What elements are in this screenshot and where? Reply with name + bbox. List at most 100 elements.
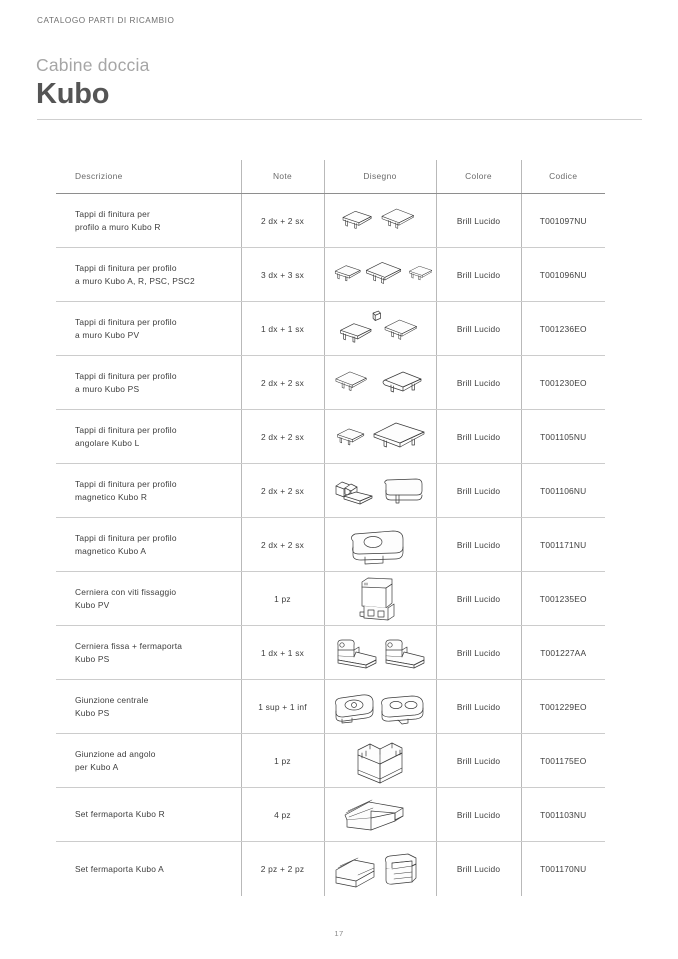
cap-pair-tab-icon — [325, 303, 436, 355]
page-title: Kubo — [36, 78, 110, 111]
cell-note: 4 pz — [241, 787, 325, 842]
cell-colore: Brill Lucido — [436, 787, 522, 842]
table-header-row: Descrizione Note Disegno Colore Codice — [56, 160, 605, 194]
cell-codice: T001105NU — [521, 409, 605, 464]
table-row: Tappi di finitura per profilo magnetico K… — [56, 517, 605, 572]
descrizione-line-1: Tappi di finitura per profilo — [75, 371, 177, 382]
descrizione-line-1: Cerniera fissa + fermaporta — [75, 641, 183, 652]
page-title-block: Cabine doccia Kubo — [36, 55, 642, 113]
table-row: Tappi di finitura per profilo angolare Ku… — [56, 409, 605, 464]
cell-disegno — [324, 247, 437, 302]
column-header-disegno: Disegno — [324, 160, 437, 194]
table-row: Cerniera con viti fissaggio Kubo PV 1 pz Br… — [56, 571, 605, 626]
cell-descrizione: Cerniera fissa + fermaporta Kubo PS — [56, 625, 242, 680]
cell-colore: Brill Lucido — [436, 301, 522, 356]
descrizione-line-2: a muro Kubo A, R, PSC, PSC2 — [75, 275, 195, 286]
descrizione-line-1: Tappi di finitura per profilo — [75, 317, 177, 328]
cap-pair-angle-icon — [325, 411, 436, 463]
cell-codice: T001229EO — [521, 679, 605, 734]
cell-codice: T001171NU — [521, 517, 605, 572]
cell-disegno — [324, 733, 437, 788]
descrizione-line-2: per Kubo A — [75, 761, 119, 772]
cell-descrizione: Giunzione centrale Kubo PS — [56, 679, 242, 734]
cell-colore: Brill Lucido — [436, 625, 522, 680]
cell-descrizione: Cerniera con viti fissaggio Kubo PV — [56, 571, 242, 626]
cell-colore: Brill Lucido — [436, 247, 522, 302]
cell-codice: T001235EO — [521, 571, 605, 626]
cell-descrizione: Tappi di finitura per profilo angolare Ku… — [56, 409, 242, 464]
column-header-descrizione: Descrizione — [56, 160, 242, 194]
cell-colore: Brill Lucido — [436, 193, 522, 248]
parts-table: Descrizione Note Disegno Colore Codice T… — [56, 160, 605, 896]
descrizione-line-1: Set fermaporta Kubo A — [75, 863, 164, 874]
descrizione-line-1: Set fermaporta Kubo R — [75, 809, 165, 820]
descrizione-line-2: magnetico Kubo R — [75, 491, 148, 502]
descrizione-line-1: Tappi di finitura per profilo — [75, 479, 177, 490]
descrizione-line-2: angolare Kubo L — [75, 437, 140, 448]
table-row: Tappi di finitura per profilo magnetico K… — [56, 463, 605, 518]
descrizione-line-2: magnetico Kubo A — [75, 545, 147, 556]
column-header-note: Note — [241, 160, 325, 194]
cell-disegno — [324, 679, 437, 734]
cell-descrizione: Tappi di finitura per profilo a muro Kubo… — [56, 193, 242, 248]
cell-note: 2 dx + 2 sx — [241, 463, 325, 518]
cap-magnetic-a-icon — [325, 519, 436, 571]
descrizione-line-1: Tappi di finitura per profilo — [75, 425, 177, 436]
cell-note: 2 pz + 2 pz — [241, 841, 325, 896]
cell-note: 1 pz — [241, 733, 325, 788]
cell-disegno — [324, 301, 437, 356]
cell-codice: T001227AA — [521, 625, 605, 680]
cell-colore: Brill Lucido — [436, 463, 522, 518]
descrizione-line-1: Cerniera con viti fissaggio — [75, 587, 177, 598]
cell-note: 1 sup + 1 inf — [241, 679, 325, 734]
cell-codice: T001236EO — [521, 301, 605, 356]
cell-codice: T001097NU — [521, 193, 605, 248]
cap-pair-small-icon — [325, 195, 436, 247]
descrizione-line-1: Tappi di finitura per profilo — [75, 263, 177, 274]
cell-disegno — [324, 409, 437, 464]
descrizione-line-2: a muro Kubo PV — [75, 329, 140, 340]
cell-codice: T001230EO — [521, 355, 605, 410]
doorstop-r-icon — [325, 789, 436, 841]
descrizione-line-2: Kubo PV — [75, 599, 110, 610]
descrizione-line-1: Tappi di finitura per profilo — [75, 533, 177, 544]
table-row: Tappi di finitura per profilo a muro Kubo… — [56, 355, 605, 410]
table-row: Set fermaporta Kubo A 2 pz + 2 pz Brill Lu… — [56, 841, 605, 896]
cell-descrizione: Tappi di finitura per profilo magnetico K… — [56, 517, 242, 572]
cell-codice: T001096NU — [521, 247, 605, 302]
cell-disegno — [324, 841, 437, 896]
cell-codice: T001175EO — [521, 733, 605, 788]
cell-disegno — [324, 517, 437, 572]
doorstop-a-icon — [325, 843, 436, 895]
descrizione-line-1: Giunzione centrale — [75, 695, 149, 706]
table-body: Tappi di finitura per profilo a muro Kubo… — [56, 193, 605, 896]
hinge-screws-icon — [325, 573, 436, 625]
table-row: Tappi di finitura per profilo a muro Kubo… — [56, 247, 605, 302]
cell-note: 3 dx + 3 sx — [241, 247, 325, 302]
cell-descrizione: Set fermaporta Kubo A — [56, 841, 242, 896]
cell-note: 2 dx + 2 sx — [241, 409, 325, 464]
cell-disegno — [324, 193, 437, 248]
cell-note: 2 dx + 2 sx — [241, 193, 325, 248]
cap-magnetic-r-icon — [325, 465, 436, 517]
cell-codice: T001103NU — [521, 787, 605, 842]
cell-colore: Brill Lucido — [436, 733, 522, 788]
cell-descrizione: Tappi di finitura per profilo a muro Kubo… — [56, 301, 242, 356]
hinge-fixed-pair-icon — [325, 627, 436, 679]
cell-disegno — [324, 787, 437, 842]
joint-central-icon — [325, 681, 436, 733]
cell-descrizione: Set fermaporta Kubo R — [56, 787, 242, 842]
cell-note: 1 dx + 1 sx — [241, 301, 325, 356]
product-category: Cabine doccia — [36, 55, 150, 75]
page-number: 17 — [334, 929, 344, 938]
cell-codice: T001106NU — [521, 463, 605, 518]
cap-pair-ps-icon — [325, 357, 436, 409]
cell-disegno — [324, 571, 437, 626]
cell-note: 2 dx + 2 sx — [241, 517, 325, 572]
cap-trio-icon — [325, 249, 436, 301]
table-row: Tappi di finitura per profilo a muro Kubo… — [56, 301, 605, 356]
cell-descrizione: Tappi di finitura per profilo a muro Kubo… — [56, 247, 242, 302]
joint-corner-icon — [325, 735, 436, 787]
descrizione-line-2: Kubo PS — [75, 707, 110, 718]
descrizione-line-2: Kubo PS — [75, 653, 110, 664]
